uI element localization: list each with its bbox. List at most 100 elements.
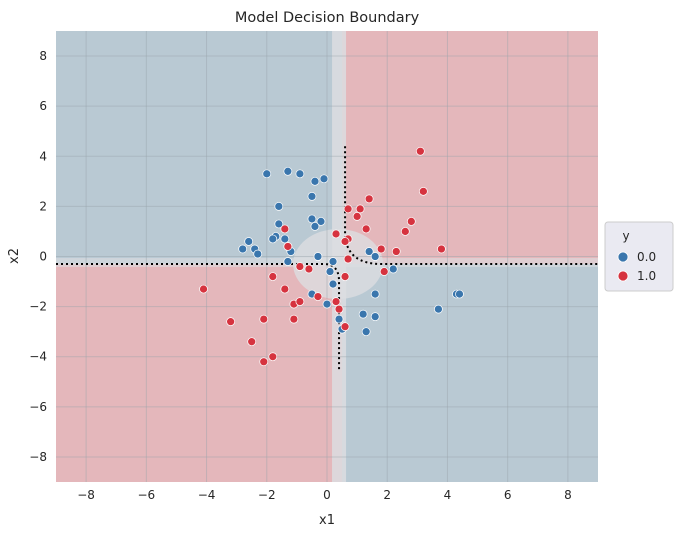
x-tick-label: −4 (198, 488, 216, 502)
data-point-class-0 (370, 289, 380, 299)
data-point-class-0 (295, 169, 305, 179)
data-point-class-0 (455, 289, 464, 299)
data-point-class-1 (259, 357, 269, 367)
data-point-class-0 (319, 174, 329, 184)
data-point-class-0 (268, 234, 278, 244)
data-point-class-1 (247, 337, 257, 347)
data-point-class-1 (340, 237, 350, 246)
y-axis-label: x2 (7, 248, 22, 264)
data-point-class-0 (274, 202, 284, 211)
data-point-class-0 (370, 312, 380, 321)
data-point-class-1 (352, 212, 362, 221)
uncertainty-center (293, 229, 384, 300)
data-point-class-0 (434, 304, 443, 314)
y-axis-ticks: −8 −6 −4 −2 0 2 4 6 8 (29, 49, 47, 464)
data-point-class-1 (355, 204, 365, 214)
data-point-class-1 (226, 317, 235, 326)
data-point-class-0 (283, 257, 293, 266)
data-point-class-1 (376, 244, 386, 254)
data-point-class-1 (268, 272, 278, 281)
data-point-class-0 (307, 192, 317, 201)
plot-area (56, 31, 598, 482)
x-tick-label: −2 (258, 488, 276, 502)
data-point-class-0 (274, 219, 284, 229)
y-tick-label: 4 (39, 149, 47, 163)
legend-marker-0 (617, 251, 629, 263)
data-point-class-1 (406, 217, 416, 226)
data-point-class-1 (415, 146, 425, 156)
data-point-class-0 (238, 244, 248, 254)
y-tick-label: 0 (39, 250, 47, 264)
data-point-class-1 (343, 204, 353, 214)
x-tick-label: −8 (77, 488, 95, 502)
legend: y 0.0 1.0 (604, 221, 674, 292)
scatter-points (199, 146, 464, 367)
data-point-class-1 (280, 284, 290, 294)
region-class-1-upper (342, 31, 598, 265)
data-point-class-1 (400, 227, 410, 236)
data-point-class-0 (361, 327, 371, 337)
data-point-class-1 (331, 229, 341, 239)
data-point-class-0 (310, 222, 320, 231)
data-point-class-0 (388, 264, 398, 274)
legend-label-0: 0.0 (637, 250, 656, 264)
data-point-class-1 (361, 224, 371, 234)
x-tick-label: −6 (137, 488, 155, 502)
data-point-class-0 (280, 234, 290, 244)
chart-title: Model Decision Boundary (235, 10, 420, 26)
data-point-class-1 (280, 224, 290, 234)
y-tick-label: −6 (29, 400, 47, 414)
y-tick-label: −4 (29, 350, 47, 364)
y-tick-label: 2 (39, 199, 47, 213)
data-point-class-1 (313, 292, 323, 301)
x-tick-label: 0 (323, 488, 331, 502)
data-point-class-1 (364, 194, 374, 204)
data-point-class-1 (379, 267, 389, 276)
data-point-class-1 (419, 187, 428, 196)
data-point-class-1 (295, 297, 305, 306)
data-point-class-1 (283, 242, 293, 251)
data-point-class-1 (199, 284, 208, 294)
data-point-class-0 (328, 257, 338, 266)
y-tick-label: −8 (29, 450, 47, 464)
data-point-class-0 (316, 217, 326, 226)
data-point-class-0 (244, 237, 254, 246)
data-point-class-1 (331, 297, 341, 306)
legend-marker-1 (617, 270, 629, 282)
data-point-class-0 (310, 176, 320, 186)
data-point-class-1 (268, 352, 278, 362)
x-axis-label: x1 (319, 513, 335, 528)
data-point-class-0 (322, 299, 332, 309)
data-point-class-1 (259, 314, 269, 324)
data-point-class-1 (343, 254, 353, 264)
data-point-class-0 (253, 249, 263, 259)
y-tick-label: 6 (39, 99, 47, 113)
grid (56, 31, 598, 482)
legend-label-1: 1.0 (637, 269, 656, 283)
data-point-class-0 (334, 314, 344, 324)
data-point-class-1 (334, 304, 344, 314)
data-point-class-1 (437, 244, 446, 254)
data-point-class-0 (364, 247, 374, 256)
data-point-class-0 (262, 169, 272, 179)
data-point-class-1 (295, 262, 305, 271)
x-tick-label: 6 (504, 488, 512, 502)
data-point-class-0 (370, 252, 380, 261)
x-tick-label: 4 (444, 488, 452, 502)
data-point-class-1 (340, 322, 350, 332)
x-tick-label: 8 (564, 488, 572, 502)
region-class-1-lower (56, 264, 343, 482)
data-point-class-0 (328, 279, 338, 289)
x-axis-ticks: −8 −6 −4 −2 0 2 4 6 8 (77, 488, 571, 502)
data-point-class-0 (307, 214, 317, 224)
data-point-class-0 (325, 267, 335, 276)
data-point-class-0 (313, 252, 323, 261)
data-point-class-0 (283, 166, 293, 176)
y-tick-label: 8 (39, 49, 47, 63)
data-point-class-1 (391, 247, 401, 256)
data-point-class-0 (358, 309, 368, 319)
data-point-class-1 (289, 314, 299, 324)
y-tick-label: −2 (29, 300, 47, 314)
x-tick-label: 2 (383, 488, 391, 502)
